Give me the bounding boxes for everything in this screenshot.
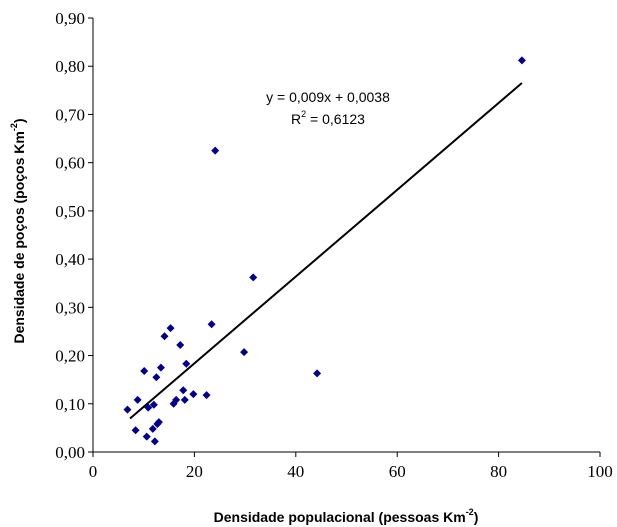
data-point — [154, 418, 163, 427]
data-point — [166, 324, 175, 333]
r-squared-prefix: R — [291, 111, 301, 127]
x-tick-label: 20 — [186, 462, 203, 481]
y-tick-label: 0,10 — [55, 395, 85, 414]
data-point — [249, 273, 258, 282]
data-point — [189, 390, 198, 399]
data-point — [149, 400, 158, 409]
y-tick-label: 0,90 — [55, 9, 85, 28]
data-points — [123, 56, 526, 446]
x-axis-title-text: Densidade populacional (pessoas Km — [214, 509, 466, 525]
x-axis-title-tail: ) — [474, 509, 479, 525]
x-tick-label: 0 — [89, 462, 98, 481]
r-squared-superscript: 2 — [301, 109, 306, 119]
y-axis-title-tail: ) — [11, 118, 27, 123]
y-tick-label: 0,40 — [55, 250, 85, 269]
trendline — [129, 82, 523, 420]
x-axis-title: Densidade populacional (pessoas Km-2) — [214, 507, 479, 525]
r-squared-value: = 0,6123 — [306, 111, 365, 127]
data-point — [156, 363, 165, 372]
data-point — [144, 403, 153, 412]
data-point — [182, 359, 191, 368]
y-tick-label: 0,80 — [55, 57, 85, 76]
y-tick-label: 0,30 — [55, 298, 85, 317]
y-axis-title: Densidade de poços (poços Km-2) — [9, 118, 27, 343]
data-point — [148, 424, 157, 433]
y-tick-label: 0,00 — [55, 443, 85, 462]
data-point — [313, 369, 322, 378]
y-tick-labels: 0,00 0,10 0,20 0,30 0,40 0,50 0,60 0,70 0,80 0,90 — [55, 9, 85, 462]
axes — [88, 17, 601, 457]
x-tick-label: 100 — [587, 462, 613, 481]
y-tick-label: 0,50 — [55, 202, 85, 221]
data-point — [207, 320, 216, 329]
data-point — [176, 340, 185, 349]
data-point — [172, 395, 181, 404]
x-tick-label: 80 — [490, 462, 507, 481]
x-tick-label: 40 — [287, 462, 304, 481]
data-point — [517, 56, 526, 65]
y-tick-label: 0,20 — [55, 347, 85, 366]
data-point — [142, 432, 151, 441]
data-point — [150, 437, 159, 446]
data-point — [180, 395, 189, 404]
x-tick-labels: 0 20 40 60 80 100 — [89, 462, 613, 481]
data-point — [131, 426, 140, 435]
r-squared-label: R2 = 0,6123 — [291, 109, 365, 127]
y-tick-label: 0,60 — [55, 154, 85, 173]
trendline-group — [129, 82, 523, 420]
data-point — [160, 332, 169, 341]
data-point — [179, 386, 188, 395]
data-point — [211, 146, 220, 155]
y-tick-label: 0,70 — [55, 105, 85, 124]
data-point — [202, 391, 211, 400]
x-tick-label: 60 — [389, 462, 406, 481]
data-point — [140, 366, 149, 375]
data-point — [240, 348, 249, 357]
trendline-equation: y = 0,009x + 0,0038 — [266, 89, 390, 105]
y-axis-title-text: Densidade de poços (poços Km — [11, 131, 27, 343]
data-point — [152, 373, 161, 382]
x-axis-title-superscript: -2 — [466, 507, 474, 517]
data-point — [133, 395, 142, 404]
data-point — [123, 405, 132, 414]
y-axis-title-superscript: -2 — [9, 123, 19, 131]
